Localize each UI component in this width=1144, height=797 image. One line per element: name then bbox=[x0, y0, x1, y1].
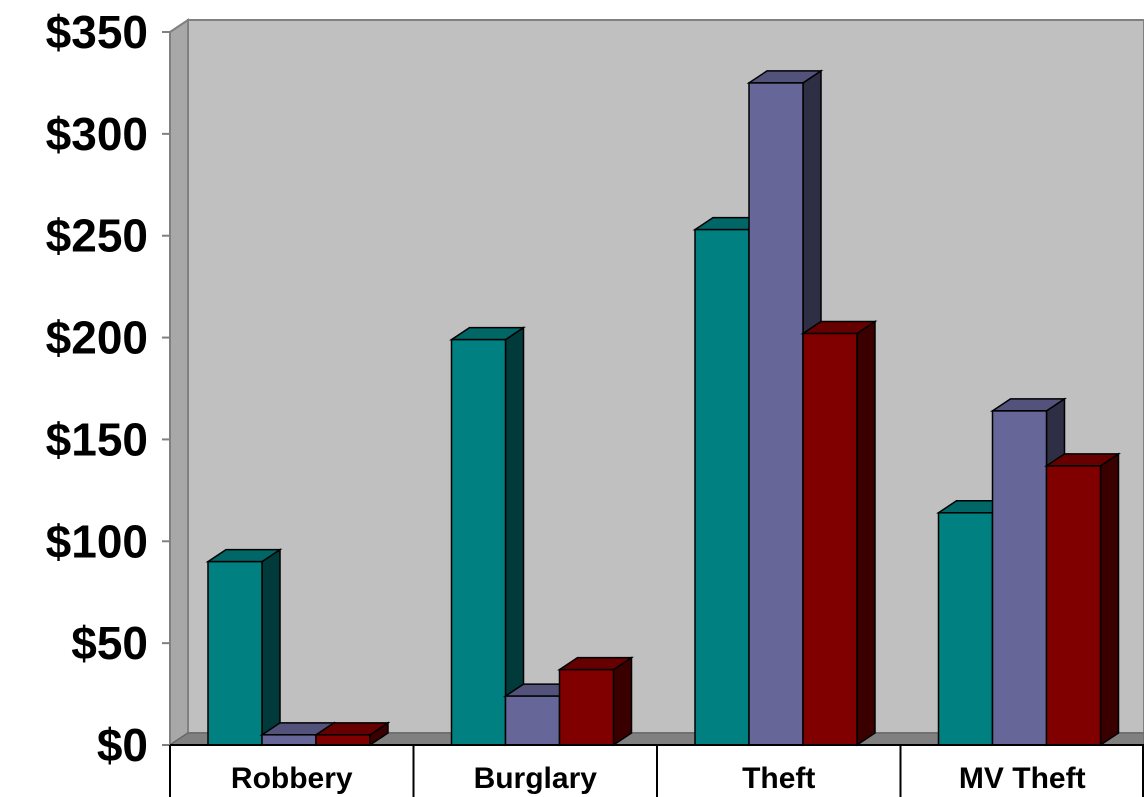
y-tick-label: $300 bbox=[46, 108, 148, 160]
bar-mv-theft-series-3 bbox=[1047, 454, 1119, 745]
category-label-robbery: Robbery bbox=[231, 762, 353, 795]
category-label-burglary: Burglary bbox=[474, 762, 598, 795]
y-tick-label: $0 bbox=[97, 719, 148, 771]
y-tick-label: $100 bbox=[46, 515, 148, 567]
side-wall bbox=[170, 20, 188, 745]
bar-theft-series-3 bbox=[803, 321, 875, 745]
y-tick-label: $200 bbox=[46, 312, 148, 364]
bar-robbery-series-1 bbox=[208, 550, 280, 745]
y-tick-label: $50 bbox=[71, 617, 148, 669]
y-tick-label: $150 bbox=[46, 413, 148, 465]
category-label-theft: Theft bbox=[742, 762, 815, 795]
bar-burglary-series-1 bbox=[452, 328, 524, 745]
bar-burglary-series-3 bbox=[560, 658, 632, 745]
y-tick-label: $350 bbox=[46, 6, 148, 58]
y-tick-label: $250 bbox=[46, 210, 148, 262]
category-label-mv-theft: MV Theft bbox=[959, 762, 1086, 795]
